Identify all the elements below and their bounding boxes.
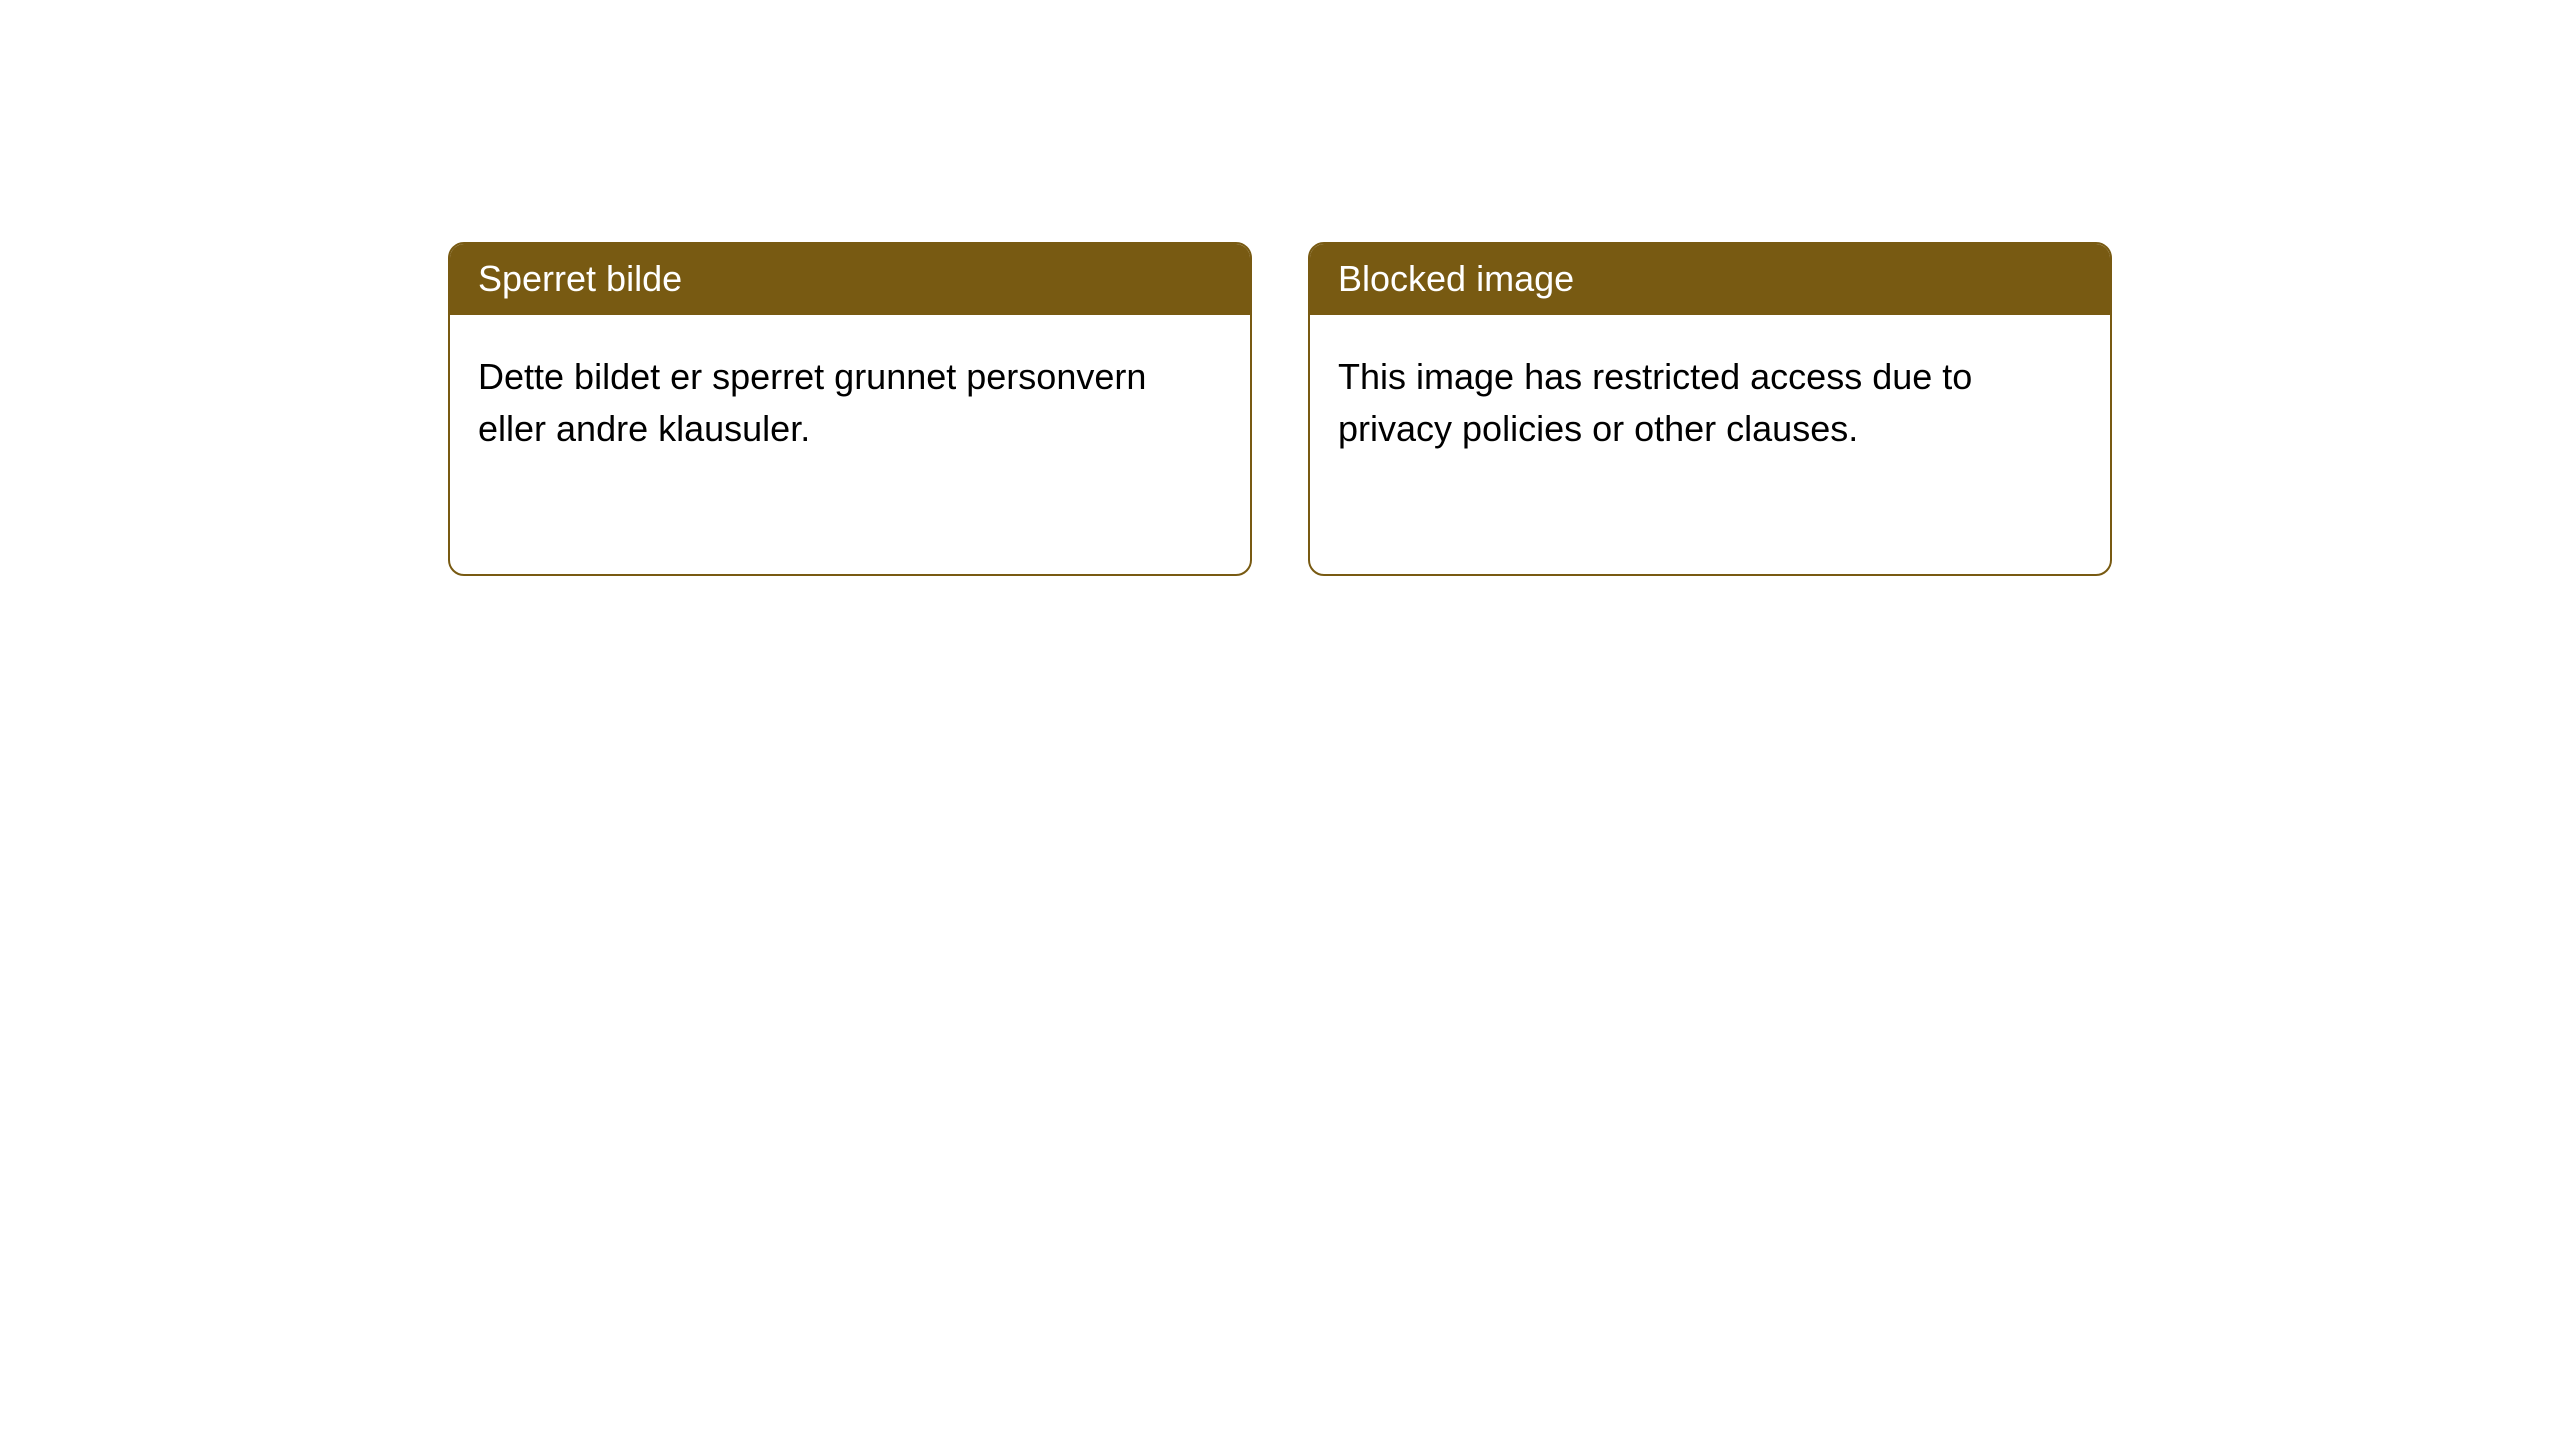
notice-body: Dette bildet er sperret grunnet personve… <box>450 315 1250 491</box>
notice-title: Sperret bilde <box>450 244 1250 315</box>
notice-container: Sperret bilde Dette bildet er sperret gr… <box>448 242 2112 576</box>
notice-card-norwegian: Sperret bilde Dette bildet er sperret gr… <box>448 242 1252 576</box>
notice-title: Blocked image <box>1310 244 2110 315</box>
notice-body: This image has restricted access due to … <box>1310 315 2110 491</box>
notice-card-english: Blocked image This image has restricted … <box>1308 242 2112 576</box>
